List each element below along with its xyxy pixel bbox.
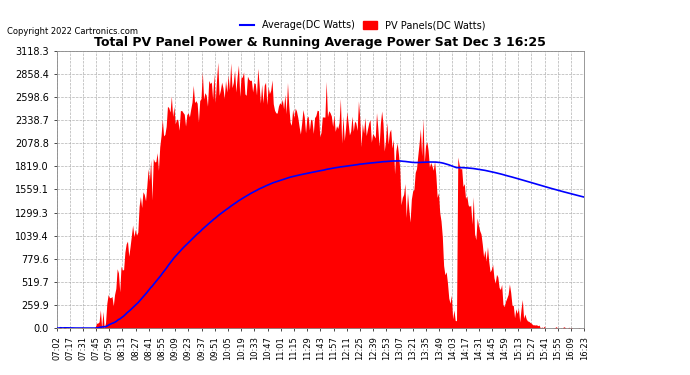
Text: Copyright 2022 Cartronics.com: Copyright 2022 Cartronics.com bbox=[7, 27, 138, 36]
Legend: Average(DC Watts), PV Panels(DC Watts): Average(DC Watts), PV Panels(DC Watts) bbox=[236, 16, 489, 34]
Title: Total PV Panel Power & Running Average Power Sat Dec 3 16:25: Total PV Panel Power & Running Average P… bbox=[95, 36, 546, 50]
